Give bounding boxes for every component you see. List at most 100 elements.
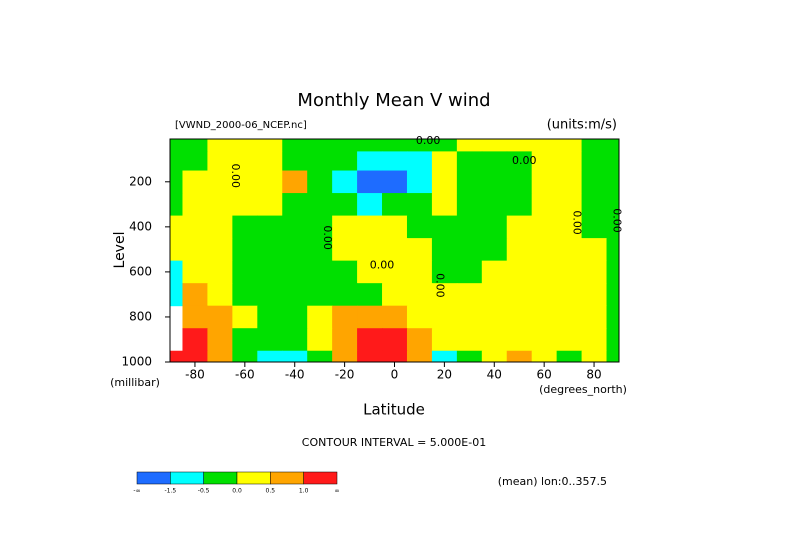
contour-cell — [531, 170, 558, 194]
contour-cell — [456, 350, 483, 363]
x-axis-units: (degrees_north) — [539, 383, 627, 396]
contour-cell — [481, 193, 508, 217]
contour-cell — [332, 193, 358, 217]
contour-cell — [506, 350, 533, 363]
contour-cell — [406, 328, 433, 352]
colorbar-swatch — [136, 471, 171, 485]
x-tick-label: -40 — [285, 368, 305, 382]
contour-cell — [382, 328, 408, 352]
contour-label: 0.00 — [512, 154, 537, 167]
contour-cell — [606, 139, 620, 152]
contour-cell — [207, 151, 233, 172]
contour-cell — [232, 260, 258, 284]
contour-label: 0.00 — [416, 134, 441, 147]
contour-cell — [257, 260, 283, 284]
contour-cell — [332, 328, 358, 352]
contour-cell — [531, 238, 558, 262]
contour-cell — [431, 350, 458, 363]
colorbar-swatch — [203, 471, 238, 485]
contour-cell — [207, 139, 233, 152]
contour-cell — [506, 283, 533, 307]
contour-cell — [606, 238, 620, 262]
contour-cell — [357, 238, 383, 262]
contour-cell — [581, 283, 608, 307]
contour-cell — [257, 151, 283, 172]
contour-cell — [406, 305, 433, 329]
contour-cell — [307, 139, 333, 152]
contour-cell — [531, 151, 558, 172]
contour-cell — [257, 350, 283, 363]
contour-cell — [431, 170, 458, 194]
contour-cell — [257, 328, 283, 352]
contour-cell — [332, 283, 358, 307]
contour-cell — [307, 238, 333, 262]
contour-cell — [257, 238, 283, 262]
contour-cell — [382, 350, 408, 363]
note: (mean) lon:0..357.5 — [498, 475, 607, 488]
contour-cell — [282, 350, 308, 363]
contour-cell — [207, 350, 233, 363]
contour-cell — [481, 151, 508, 172]
contour-cell — [307, 283, 333, 307]
contour-cell — [506, 170, 533, 194]
contour-cell — [182, 260, 208, 284]
x-tick-label: 0 — [391, 368, 399, 382]
contour-cell — [431, 139, 458, 152]
colorbar-label: 0.5 — [266, 488, 276, 495]
contour-cell — [606, 215, 620, 239]
contour-cell — [481, 215, 508, 239]
contour-label: 0.00 — [229, 163, 242, 188]
contour-cell — [406, 139, 433, 152]
contour-cell — [207, 215, 233, 239]
contour-cell — [357, 215, 383, 239]
contour-cell — [556, 170, 583, 194]
contour-cell — [307, 260, 333, 284]
contour-cell — [257, 139, 283, 152]
contour-cell — [431, 283, 458, 307]
contour-cell — [406, 170, 433, 194]
y-tick-label: 600 — [129, 264, 152, 278]
contour-cell — [506, 260, 533, 284]
contour-cell — [506, 215, 533, 239]
contour-cell — [531, 139, 558, 152]
contour-cell — [207, 238, 233, 262]
contour-cell — [606, 328, 620, 352]
contour-label: 0.00 — [433, 273, 446, 298]
contour-cell — [307, 193, 333, 217]
contour-cell — [182, 215, 208, 239]
colorbar-label: -∞ — [133, 488, 140, 495]
contour-cell — [170, 238, 183, 262]
contour-cell — [257, 215, 283, 239]
contour-label: 0.00 — [321, 225, 334, 250]
contour-cell — [332, 170, 358, 194]
contour-cell — [282, 193, 308, 217]
contour-cell — [406, 283, 433, 307]
x-tick-label: 20 — [437, 368, 452, 382]
contour-cell — [581, 305, 608, 329]
contour-cell — [170, 139, 183, 152]
contour-cell — [506, 328, 533, 352]
contour-cell — [406, 193, 433, 217]
colorbar-swatch — [270, 471, 304, 485]
contour-cell — [207, 328, 233, 352]
contour-cell — [357, 139, 383, 152]
contour-cell — [431, 193, 458, 217]
contour-cell — [456, 170, 483, 194]
contour-cell — [332, 260, 358, 284]
contour-cell — [357, 305, 383, 329]
contour-cell — [232, 139, 258, 152]
contour-cell — [232, 215, 258, 239]
contour-cell — [556, 305, 583, 329]
contour-cell — [232, 170, 258, 194]
contour-cell — [556, 193, 583, 217]
contour-cell — [182, 139, 208, 152]
contour-cell — [456, 151, 483, 172]
contour-cell — [606, 151, 620, 172]
contour-cell — [431, 238, 458, 262]
colorbar-label: 1.0 — [299, 488, 309, 495]
contour-cell — [170, 151, 183, 172]
contour-interval: CONTOUR INTERVAL = 5.000E-01 — [302, 436, 486, 449]
contour-cell — [506, 238, 533, 262]
x-tick-label: -60 — [235, 368, 255, 382]
